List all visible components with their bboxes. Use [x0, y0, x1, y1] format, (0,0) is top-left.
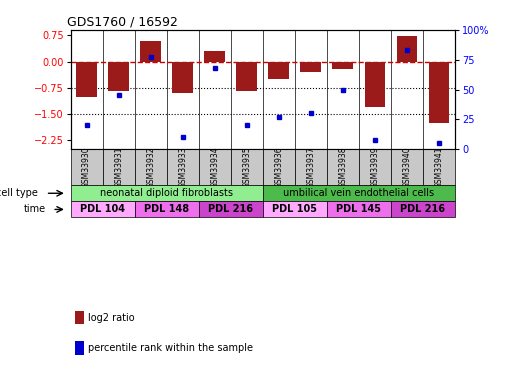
Text: GSM33933: GSM33933	[178, 146, 187, 188]
Text: umbilical vein endothelial cells: umbilical vein endothelial cells	[283, 188, 435, 198]
Bar	[74, 341, 84, 355]
Text: time: time	[24, 204, 46, 214]
Bar	[396, 36, 417, 62]
Text: PDL 104: PDL 104	[80, 204, 125, 214]
Bar	[199, 201, 263, 217]
Bar	[71, 185, 263, 201]
Bar	[428, 62, 449, 123]
Bar	[391, 149, 423, 185]
Text: GSM33931: GSM33931	[114, 146, 123, 188]
Text: log2 ratio: log2 ratio	[88, 312, 135, 322]
Bar	[268, 62, 289, 79]
Text: PDL 145: PDL 145	[336, 204, 381, 214]
Text: PDL 216: PDL 216	[401, 204, 446, 214]
Bar	[71, 149, 103, 185]
Text: GSM33940: GSM33940	[403, 146, 412, 188]
Bar	[391, 201, 455, 217]
Bar	[263, 201, 327, 217]
Bar	[365, 62, 385, 107]
Bar	[172, 62, 193, 93]
Bar	[204, 51, 225, 62]
Text: GSM33941: GSM33941	[435, 146, 444, 188]
Text: GSM33930: GSM33930	[82, 146, 91, 188]
Bar	[295, 149, 327, 185]
Text: GDS1760 / 16592: GDS1760 / 16592	[67, 16, 178, 29]
Bar	[359, 149, 391, 185]
Text: neonatal diploid fibroblasts: neonatal diploid fibroblasts	[100, 188, 233, 198]
Bar	[135, 201, 199, 217]
Text: GSM33936: GSM33936	[275, 146, 283, 188]
Text: percentile rank within the sample: percentile rank within the sample	[88, 343, 253, 353]
Bar	[327, 201, 391, 217]
Text: cell type: cell type	[0, 188, 38, 198]
Bar	[103, 149, 135, 185]
Bar	[135, 149, 167, 185]
Bar	[108, 62, 129, 91]
Text: GSM33932: GSM33932	[146, 146, 155, 188]
Bar	[71, 201, 135, 217]
Bar	[327, 149, 359, 185]
Bar	[263, 149, 295, 185]
Bar	[74, 311, 84, 324]
Bar	[140, 40, 161, 62]
Bar	[300, 62, 321, 72]
Bar	[263, 185, 455, 201]
Text: GSM33937: GSM33937	[306, 146, 315, 188]
Bar	[167, 149, 199, 185]
Text: PDL 216: PDL 216	[208, 204, 253, 214]
Text: PDL 148: PDL 148	[144, 204, 189, 214]
Bar	[423, 149, 455, 185]
Text: GSM33935: GSM33935	[242, 146, 251, 188]
Text: GSM33934: GSM33934	[210, 146, 219, 188]
Text: GSM33939: GSM33939	[370, 146, 379, 188]
Bar	[199, 149, 231, 185]
Bar	[76, 62, 97, 96]
Bar	[231, 149, 263, 185]
Bar	[236, 62, 257, 91]
Bar	[333, 62, 354, 69]
Text: PDL 105: PDL 105	[272, 204, 317, 214]
Text: GSM33938: GSM33938	[338, 146, 347, 188]
